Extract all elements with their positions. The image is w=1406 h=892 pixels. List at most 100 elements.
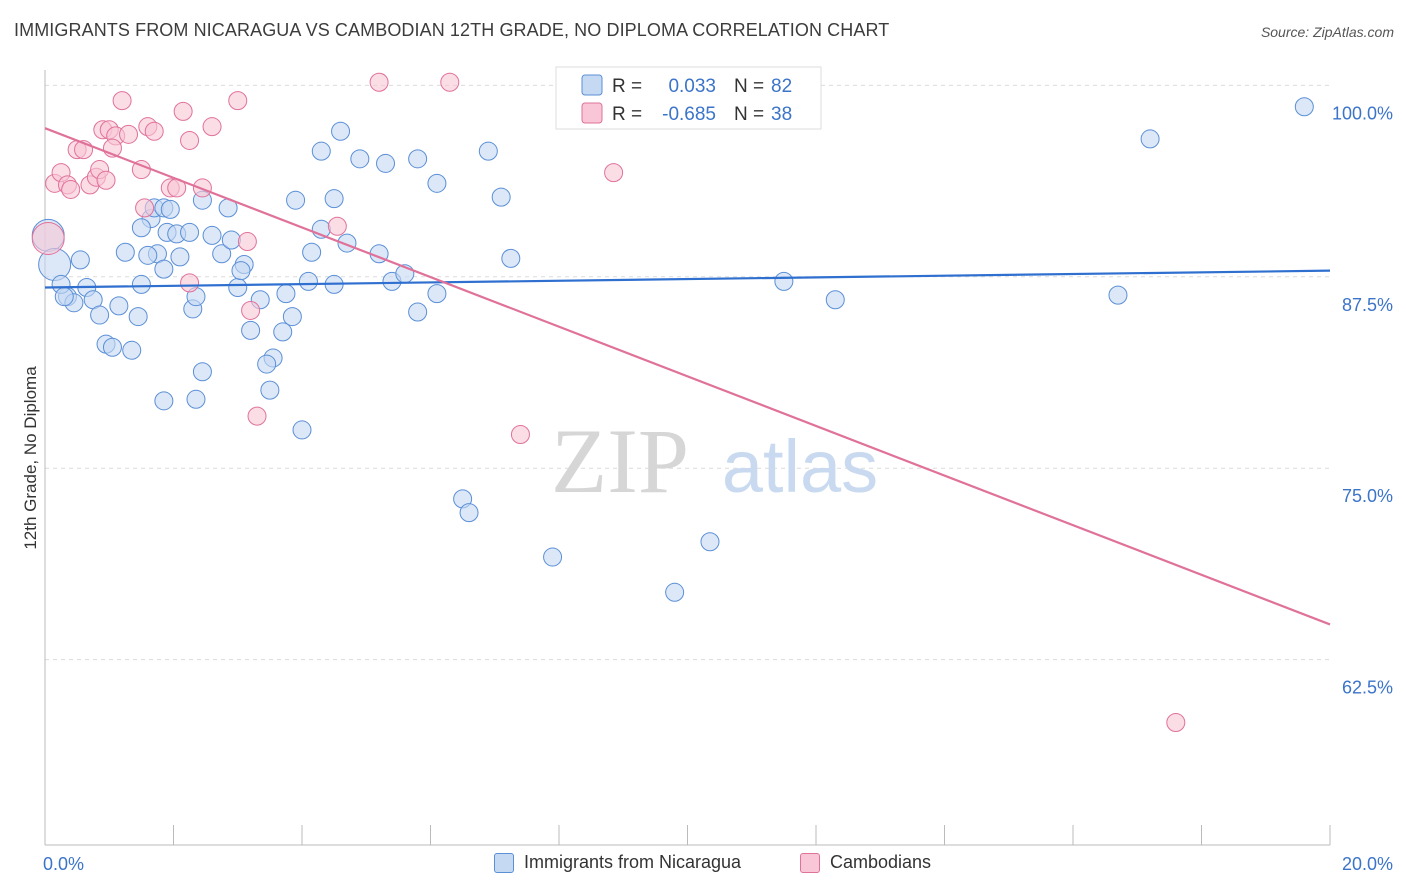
point-cambodian bbox=[144, 121, 164, 141]
point-nicaragua bbox=[700, 532, 720, 552]
point-cambodian bbox=[440, 72, 460, 92]
point-nicaragua bbox=[221, 230, 241, 250]
point-cambodian bbox=[61, 179, 81, 199]
y-tick-label: 100.0% bbox=[1332, 103, 1393, 123]
point-nicaragua bbox=[282, 307, 302, 327]
point-nicaragua bbox=[122, 340, 142, 360]
stats-r-label-0: R = bbox=[612, 76, 642, 97]
stats-legend: R = 0.033 N = 82 R = -0.685 N = 38 bbox=[555, 66, 822, 130]
series-cambodians-points bbox=[31, 72, 1186, 732]
point-nicaragua bbox=[311, 141, 331, 161]
point-nicaragua bbox=[478, 141, 498, 161]
stats-swatch-blue bbox=[581, 74, 603, 96]
point-cambodian bbox=[112, 91, 132, 111]
point-cambodian bbox=[31, 221, 65, 255]
point-nicaragua bbox=[350, 149, 370, 169]
point-nicaragua bbox=[665, 582, 685, 602]
point-nicaragua bbox=[131, 274, 151, 294]
point-nicaragua bbox=[260, 380, 280, 400]
trend-line-cambodian bbox=[44, 127, 1331, 626]
chart-title: IMMIGRANTS FROM NICARAGUA VS CAMBODIAN 1… bbox=[14, 20, 890, 40]
point-nicaragua bbox=[54, 287, 74, 307]
legend-item-cambodians: Cambodians bbox=[800, 852, 931, 873]
point-nicaragua bbox=[90, 305, 110, 325]
point-cambodian bbox=[119, 124, 139, 144]
point-nicaragua bbox=[70, 250, 90, 270]
point-cambodian bbox=[96, 170, 116, 190]
point-cambodian bbox=[135, 198, 155, 218]
stats-n-value-1: 38 bbox=[771, 104, 792, 125]
point-cambodian bbox=[327, 216, 347, 236]
point-nicaragua bbox=[501, 248, 521, 268]
point-nicaragua bbox=[131, 218, 151, 238]
point-nicaragua bbox=[292, 420, 312, 440]
point-nicaragua bbox=[825, 290, 845, 310]
point-nicaragua bbox=[1140, 129, 1160, 149]
point-cambodian bbox=[604, 163, 624, 183]
point-nicaragua bbox=[427, 173, 447, 193]
point-nicaragua bbox=[212, 244, 232, 264]
point-nicaragua bbox=[774, 271, 794, 291]
point-nicaragua bbox=[192, 362, 212, 382]
watermark: ZIP atlas bbox=[551, 410, 878, 512]
point-cambodian bbox=[1166, 712, 1186, 732]
legend-label-nicaragua: Immigrants from Nicaragua bbox=[524, 852, 742, 872]
trend-line-nicaragua bbox=[44, 269, 1331, 289]
point-nicaragua bbox=[202, 225, 222, 245]
point-cambodian bbox=[241, 300, 261, 320]
point-nicaragua bbox=[160, 199, 180, 219]
point-cambodian bbox=[202, 117, 222, 137]
point-nicaragua bbox=[408, 149, 428, 169]
legend-swatch-pink bbox=[800, 852, 820, 873]
point-nicaragua bbox=[273, 322, 293, 342]
point-nicaragua bbox=[115, 242, 135, 262]
point-nicaragua bbox=[331, 121, 351, 141]
y-tick-label: 87.5% bbox=[1342, 295, 1393, 315]
point-cambodian bbox=[228, 91, 248, 111]
point-cambodian bbox=[510, 425, 530, 445]
watermark-zip: ZIP bbox=[551, 410, 689, 512]
point-nicaragua bbox=[102, 337, 122, 357]
legend-item-nicaragua: Immigrants from Nicaragua bbox=[494, 852, 741, 873]
stats-r-label-1: R = bbox=[612, 104, 642, 125]
point-cambodian bbox=[180, 130, 200, 150]
point-nicaragua bbox=[543, 547, 563, 567]
stats-n-label-1: N = bbox=[734, 104, 764, 125]
x-tick-label: 0.0% bbox=[43, 854, 84, 874]
point-nicaragua bbox=[170, 247, 190, 267]
point-nicaragua bbox=[408, 302, 428, 322]
point-nicaragua bbox=[109, 296, 129, 316]
point-cambodian bbox=[247, 406, 267, 426]
point-nicaragua bbox=[228, 277, 248, 297]
point-nicaragua bbox=[286, 190, 306, 210]
point-cambodian bbox=[173, 101, 193, 121]
chart-source: Source: ZipAtlas.com bbox=[1260, 24, 1394, 40]
series-nicaragua-points bbox=[31, 97, 1314, 602]
stats-r-value-0: 0.033 bbox=[668, 76, 716, 97]
point-nicaragua bbox=[241, 320, 261, 340]
point-cambodian bbox=[237, 232, 257, 252]
point-nicaragua bbox=[128, 307, 148, 327]
stats-n-label-0: N = bbox=[734, 76, 764, 97]
watermark-atlas: atlas bbox=[722, 425, 878, 508]
point-nicaragua bbox=[459, 503, 479, 523]
point-nicaragua bbox=[138, 245, 158, 265]
point-nicaragua bbox=[180, 222, 200, 242]
stats-n-value-0: 82 bbox=[771, 76, 792, 97]
y-tick-label: 62.5% bbox=[1342, 678, 1393, 698]
x-tick-label: 20.0% bbox=[1342, 854, 1393, 874]
point-nicaragua bbox=[276, 284, 296, 304]
point-nicaragua bbox=[298, 271, 318, 291]
axes bbox=[44, 70, 1331, 846]
point-nicaragua bbox=[491, 187, 511, 207]
stats-r-value-1: -0.685 bbox=[662, 104, 716, 125]
legend-label-cambodians: Cambodians bbox=[830, 852, 932, 872]
legend-swatch-blue bbox=[494, 852, 514, 873]
point-nicaragua bbox=[231, 261, 251, 281]
point-nicaragua bbox=[302, 242, 322, 262]
point-nicaragua bbox=[154, 391, 174, 411]
grid-lines bbox=[45, 84, 1330, 661]
trend-lines bbox=[44, 127, 1331, 626]
point-nicaragua bbox=[1108, 285, 1128, 305]
